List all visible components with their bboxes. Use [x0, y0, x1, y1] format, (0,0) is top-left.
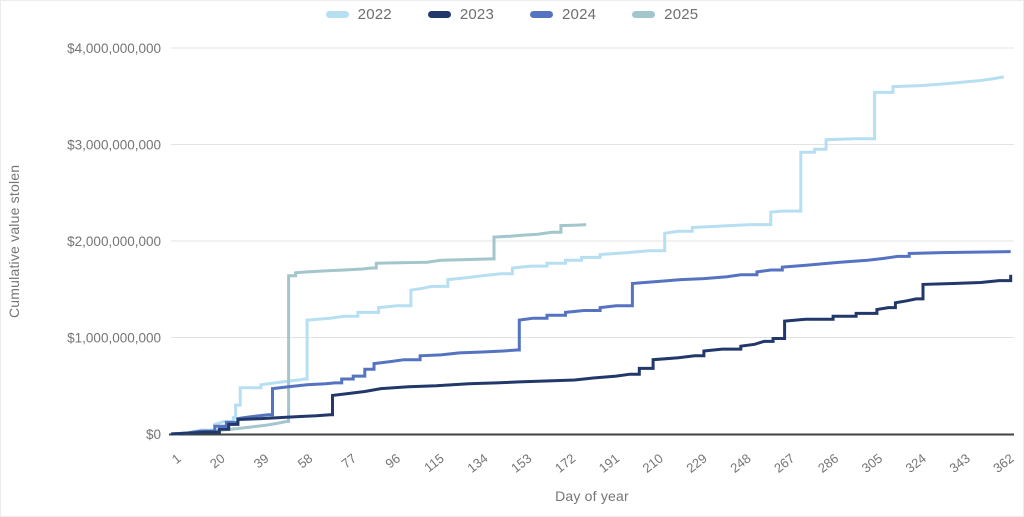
x-tick-label: 229 — [683, 451, 709, 476]
legend-swatch-2023 — [427, 11, 451, 18]
legend-swatch-2025 — [632, 11, 656, 18]
x-tick-label: 191 — [596, 451, 622, 476]
x-tick-label: 172 — [552, 451, 578, 476]
x-tick-label: 324 — [903, 451, 929, 476]
y-tick-label: $2,000,000,000 — [67, 234, 161, 249]
x-tick-label: 115 — [421, 451, 447, 476]
chart-legend: 2022 2023 2024 2025 — [1, 6, 1023, 23]
x-tick-label: 267 — [771, 451, 797, 476]
x-tick-label: 1 — [169, 451, 184, 467]
x-tick-label: 305 — [859, 451, 885, 476]
x-tick-label: 362 — [990, 451, 1016, 476]
y-tick-label: $0 — [146, 427, 161, 442]
y-tick-label: $1,000,000,000 — [67, 331, 161, 346]
legend-item-2022: 2022 — [325, 6, 392, 23]
x-tick-label: 134 — [464, 451, 490, 476]
x-tick-label: 96 — [382, 451, 403, 472]
series-line-2024 — [170, 250, 1011, 436]
legend-item-2025: 2025 — [632, 6, 698, 23]
x-tick-label: 20 — [207, 451, 228, 472]
x-tick-label: 77 — [339, 451, 360, 472]
x-tick-label: 248 — [727, 451, 753, 476]
legend-label-2025: 2025 — [664, 6, 699, 23]
x-tick-label: 58 — [295, 451, 316, 472]
legend-label-2022: 2022 — [357, 6, 392, 23]
x-tick-label: 343 — [946, 451, 972, 476]
legend-swatch-2022 — [325, 11, 349, 18]
x-axis-title: Day of year — [555, 488, 629, 504]
legend-item-2024: 2024 — [530, 6, 596, 23]
legend-item-2023: 2023 — [427, 6, 494, 23]
series-line-2023 — [170, 274, 1013, 436]
y-tick-label: $3,000,000,000 — [67, 138, 161, 153]
legend-swatch-2024 — [530, 11, 553, 18]
series-line-2025 — [170, 223, 587, 436]
legend-label-2024: 2024 — [562, 6, 597, 23]
x-tick-label: 39 — [251, 451, 272, 472]
series-line-2022 — [170, 75, 1005, 436]
legend-label-2023: 2023 — [459, 6, 494, 23]
x-tick-label: 210 — [640, 451, 666, 476]
y-tick-label: $4,000,000,000 — [67, 41, 161, 56]
x-tick-label: 153 — [508, 451, 534, 476]
x-tick-label: 286 — [815, 451, 841, 476]
